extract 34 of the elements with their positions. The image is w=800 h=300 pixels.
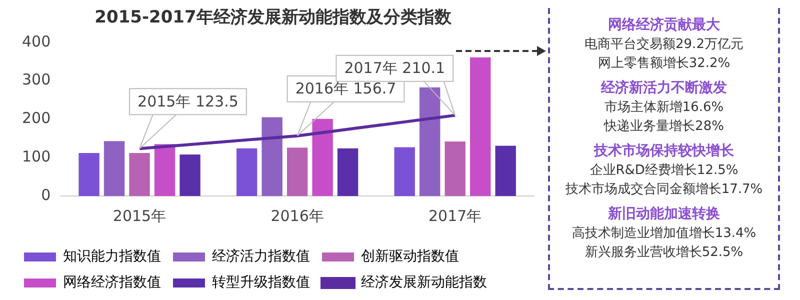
bar — [337, 148, 358, 196]
bar — [394, 147, 415, 196]
y-tick-label: 200 — [22, 109, 51, 128]
bar — [78, 152, 100, 196]
bar — [312, 118, 333, 196]
bar — [420, 87, 440, 196]
bar — [154, 144, 176, 196]
x-tick-label: 2015年 — [112, 206, 166, 225]
bar — [470, 57, 491, 196]
legend-label: 创新驱动指数值 — [361, 248, 459, 265]
bar — [444, 141, 466, 196]
bar — [104, 141, 125, 196]
legend-label: 经济发展新动能指数 — [361, 274, 487, 291]
text-panel: 网络经济贡献最大 电商平台交易额29.2万亿元 网上零售额增长32.2% 经济新活力不断激发 市场主体新增16.6% 快递业务量增长28% 技术市场保持较快增长 企业R&D经费增长12.5% 技术市场成交合同金额增长17.7% 新旧动能加速转换 高技术制造业增加值增长13.4% 新兴服务业营收增长52.5% — [548, 8, 780, 290]
legend-label: 经济活力指数值 — [212, 248, 310, 265]
legend-label: 转型升级指数值 — [212, 274, 310, 291]
bar — [495, 146, 516, 196]
legend-label: 网络经济指数值 — [63, 274, 161, 291]
y-tick-label: 0 — [41, 186, 51, 204]
x-tick-label: 2017年 — [428, 206, 482, 225]
y-tick-label: 100 — [22, 147, 51, 166]
x-tick-label: 2016年 — [270, 206, 324, 225]
legend-label: 知识能力指数值 — [63, 248, 161, 265]
bar — [129, 152, 150, 196]
annotation: 2015年 123.5 — [138, 92, 238, 110]
annotation: 2016年 156.7 — [295, 80, 396, 98]
chart-title: 2015-2017年经济发展新动能指数及分类指数 — [94, 8, 452, 28]
y-tick-label: 300 — [22, 70, 51, 89]
annotation: 2017年 210.1 — [344, 59, 446, 78]
bar — [180, 154, 200, 196]
bar — [236, 148, 258, 196]
y-tick-label: 400 — [22, 32, 51, 50]
bar — [286, 148, 308, 196]
bar — [262, 117, 282, 196]
